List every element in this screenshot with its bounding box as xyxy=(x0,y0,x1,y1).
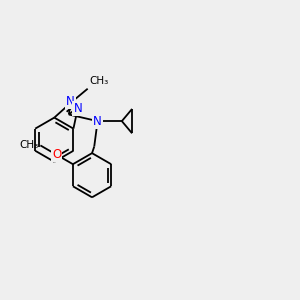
Text: N: N xyxy=(66,95,75,108)
Text: O: O xyxy=(52,148,61,161)
Text: N: N xyxy=(74,102,82,115)
Text: CH₃: CH₃ xyxy=(20,140,39,150)
Text: N: N xyxy=(93,115,102,128)
Text: CH₃: CH₃ xyxy=(89,76,108,86)
